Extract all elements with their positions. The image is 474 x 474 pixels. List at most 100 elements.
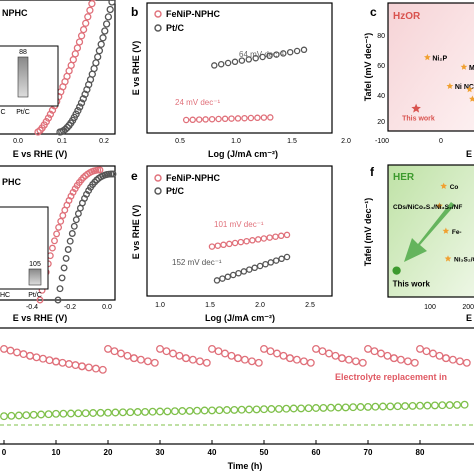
- panel-b-series-ptc-point: [273, 51, 280, 58]
- panel-g-green-point: [326, 403, 335, 412]
- panel-b-series-ptc-point: [224, 59, 232, 67]
- panel-a-ptc-point: [61, 125, 70, 133]
- panel-g-green-point: [230, 405, 239, 414]
- panel-g-xtick-label: 80: [416, 448, 425, 457]
- panel-g-red-point: [123, 351, 132, 360]
- panel-d-ptc-point: [74, 210, 82, 218]
- panel-g-green-point: [133, 408, 142, 416]
- panel-g-green-point: [312, 404, 320, 412]
- panel-d-ptc-point: [64, 246, 72, 253]
- panel-e-letter: e: [131, 169, 138, 183]
- panel-g-xtick-label: 10: [52, 448, 61, 457]
- panel-g-red-point: [416, 344, 424, 353]
- panel-g-red-point: [182, 354, 190, 363]
- panel-b-letter: b: [131, 5, 138, 19]
- panel-b-series-ptc-point: [300, 46, 308, 54]
- panel-g-green-point: [453, 400, 462, 409]
- panel-b-series-ptc-point: [217, 60, 225, 68]
- panel-g-red-point: [247, 357, 256, 366]
- panel-e-series-fenip-point: [277, 232, 285, 240]
- panel-c-marker: [460, 63, 468, 70]
- panel-b-series-ptc-point: [245, 56, 253, 63]
- panel-b-annotation-fenip: 24 mV dec⁻¹: [175, 98, 220, 107]
- panel-f-xtick-1: 100: [424, 304, 436, 311]
- panel-b-series-fenip-point: [241, 114, 248, 122]
- panel-f-marker: [436, 202, 443, 209]
- legend-marker-ptc-e: [154, 187, 162, 195]
- panel-g-green-point: [104, 408, 112, 417]
- panel-g-red-point: [221, 349, 229, 358]
- panel-a-ptc-point: [106, 5, 114, 14]
- panel-g-red-point: [156, 344, 164, 353]
- panel-g-xtick-label: 30: [156, 448, 165, 457]
- panel-a-inset-tick-1: C: [0, 109, 5, 116]
- panel-d-partial-title: PHC: [2, 177, 22, 187]
- panel-g-red-point: [175, 351, 184, 360]
- panel-b-xtick-3: 1.5: [287, 138, 297, 145]
- panel-e-legend: FeNiP-NPHC Pt/C: [154, 173, 221, 196]
- panel-a-ptc-point: [104, 13, 113, 21]
- panel-g-green-point: [386, 402, 395, 411]
- panel-g-green-point: [423, 401, 432, 410]
- panel-a-fenip-point: [75, 38, 84, 46]
- panel-g-green-point: [118, 408, 127, 417]
- panel-e-series-fenip-point: [243, 237, 250, 245]
- panel-d-inset-bar-label: 105: [29, 261, 41, 268]
- panel-g-red-point: [26, 351, 34, 360]
- panel-g-green-point: [393, 402, 402, 411]
- panel-c-marker: [411, 103, 421, 113]
- panel-g-green-point: [66, 409, 75, 418]
- panel-g-red-point: [45, 356, 54, 365]
- panel-g-xtick-label: 70: [364, 448, 373, 457]
- panel-a-ptc-point: [77, 99, 86, 107]
- panel-e-series-ptc-point: [267, 259, 275, 266]
- panel-d-fenip-point: [36, 296, 44, 304]
- panel-g-green-point: [215, 406, 224, 415]
- panel-a-frame: [0, 0, 116, 135]
- panel-f-marker: [444, 255, 452, 262]
- panel-e-series-ptc-point: [283, 253, 291, 261]
- panel-d-frame: [0, 165, 116, 301]
- panel-b-frame: [146, 2, 333, 134]
- panel-c-box-title: HzOR: [393, 11, 421, 22]
- panel-a-ptc-point: [81, 90, 89, 98]
- panel-d-ptc-point: [109, 170, 117, 178]
- panel-e-series-fenip-point: [254, 236, 262, 243]
- panel-g-green-point: [111, 408, 120, 417]
- panel-g-green-point: [178, 407, 187, 415]
- panel-a-xtick-3: 0.2: [99, 138, 109, 145]
- panel-g-green-point: [81, 409, 90, 418]
- panel-b-series-ptc-point: [259, 53, 266, 61]
- panel-g-green-point: [200, 406, 209, 415]
- panel-e-xtick-4: 2.5: [305, 302, 315, 309]
- panel-g-green-point: [416, 401, 424, 410]
- panel-g-green-point: [297, 404, 306, 413]
- panel-a-ptc-point: [72, 110, 80, 118]
- panel-d-ptc-point: [72, 216, 80, 224]
- panel-b: b E vs RHE (V) FeNiP-NPHC Pt/C 64 mV dec…: [131, 2, 351, 159]
- panel-f-arrow: [404, 202, 455, 262]
- panel-g-red-point: [435, 351, 444, 360]
- panel-a-fenip-point: [88, 0, 96, 8]
- panel-b-series-fenip-point: [260, 114, 268, 121]
- panel-g-red-point: [91, 364, 100, 373]
- panel-a-fenip-point: [42, 118, 50, 126]
- panel-d-ptc-point: [56, 285, 64, 293]
- panel-g-green-point: [156, 407, 164, 416]
- panel-f-point-label: This work: [393, 280, 431, 289]
- panel-d: PHC 105 HC Pt/C -0.4 -0.2 0.0 E vs RHE (…: [0, 165, 117, 323]
- panel-e-series-fenip-point: [266, 234, 273, 241]
- panel-g-xtick-label: 0: [2, 448, 7, 457]
- panel-g-red-point: [370, 347, 379, 356]
- panel-a-ptc-point: [95, 47, 104, 55]
- panel-g-frame: [0, 327, 474, 445]
- panel-c-point-label: Ni NCNA: [455, 84, 474, 91]
- panel-g-red-point: [32, 353, 41, 362]
- panel-g-red-point: [98, 365, 107, 374]
- panel-g-green-point: [304, 404, 313, 413]
- legend-marker-fenip: [154, 10, 162, 18]
- panel-f: f HER Tafel (mV dec⁻¹) Co CDs/NiCo₂S₄/Ni₃…: [363, 164, 474, 323]
- panel-a-ptc-point: [101, 27, 109, 35]
- panel-a-fenip-point: [46, 110, 55, 118]
- panel-c-marker: [446, 82, 454, 89]
